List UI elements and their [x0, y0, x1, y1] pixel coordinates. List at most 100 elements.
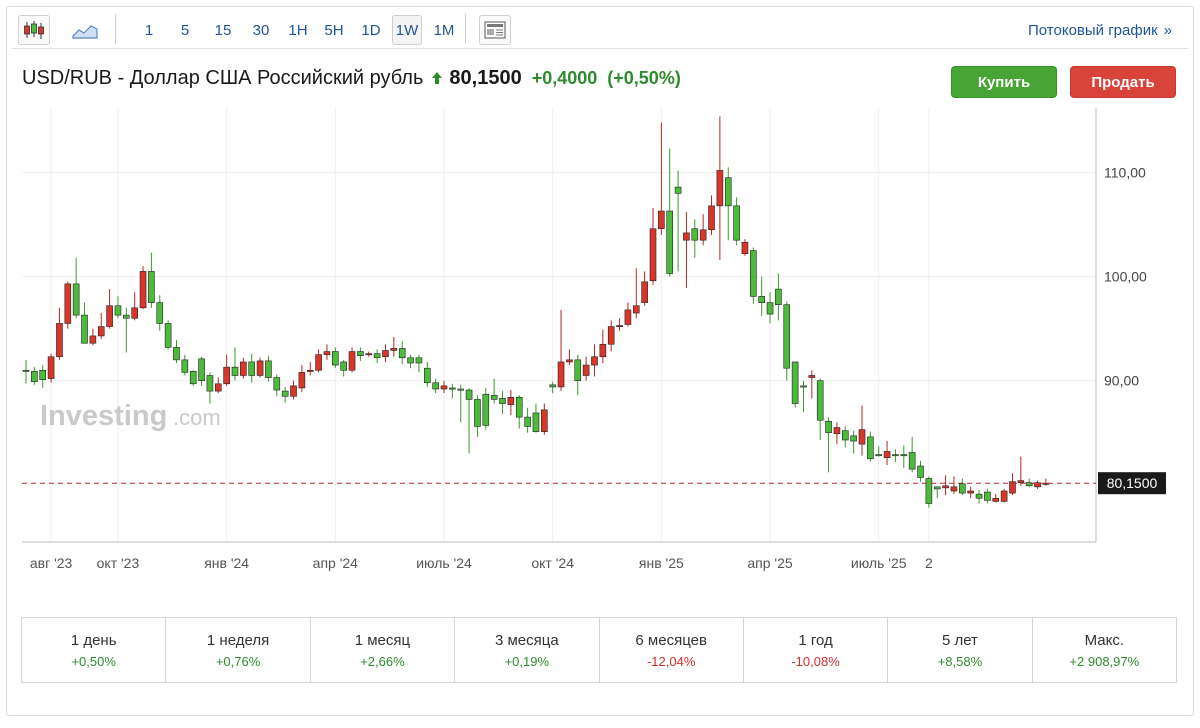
performance-cell: 6 месяцев -12,04%	[600, 618, 744, 682]
candle	[148, 252, 155, 308]
y-tick-label: 90,00	[1104, 373, 1139, 389]
candle-body	[223, 366, 230, 385]
candle	[925, 476, 933, 508]
candle	[557, 309, 565, 392]
candle-body	[532, 412, 540, 432]
candle	[975, 489, 983, 504]
candle	[39, 365, 47, 388]
candle	[691, 219, 699, 258]
candle-body	[22, 369, 30, 372]
candle-body	[649, 228, 657, 282]
candle	[306, 361, 314, 376]
candle-body	[641, 281, 648, 303]
performance-value: -12,04%	[646, 653, 696, 669]
candle	[457, 384, 465, 423]
candle-body	[775, 288, 782, 306]
candle	[683, 212, 690, 289]
interval-15-button[interactable]: 15	[214, 21, 232, 39]
streaming-chart-link[interactable]: Потоковый график »	[1028, 22, 1172, 39]
candle	[373, 349, 381, 363]
candle-body	[64, 283, 72, 324]
candle-body	[699, 229, 707, 241]
candle	[908, 436, 916, 473]
candle	[649, 207, 657, 285]
candle	[440, 380, 448, 394]
candle	[791, 361, 799, 408]
interval-30-button[interactable]: 30	[252, 21, 270, 39]
candle	[883, 441, 891, 465]
candle	[741, 239, 749, 256]
candle-body	[566, 359, 573, 363]
candle	[348, 347, 356, 373]
candle	[56, 307, 63, 360]
candle-body	[624, 309, 632, 325]
chart-toolbar: 1 5 15 30 1H 5H 1D 1W 1M Потоковый график»	[12, 12, 1188, 49]
candle-body	[967, 490, 974, 494]
candle-body	[273, 377, 281, 391]
arrow-up-icon	[432, 72, 443, 84]
candle-body	[474, 399, 481, 427]
candle	[1009, 473, 1016, 496]
sell-button[interactable]: Продать	[1070, 66, 1176, 98]
candle	[875, 446, 883, 457]
candle	[181, 354, 189, 376]
candle-body	[407, 357, 414, 364]
candle	[750, 247, 757, 304]
x-tick-label: янв '24	[204, 555, 249, 571]
x-tick-label: 2	[925, 555, 933, 571]
candle	[942, 475, 949, 496]
candle	[189, 370, 197, 386]
candle	[507, 390, 515, 416]
price-chart[interactable]: авг '23 окт '23 янв '24 апр '24 июль '24 окт …	[0, 108, 1200, 608]
performance-value: +2 908,97%	[1069, 653, 1140, 669]
candle-body	[658, 210, 665, 230]
price-change: +0,4000	[531, 67, 598, 88]
buy-button[interactable]: Купить	[951, 66, 1057, 98]
interval-1-button[interactable]: 1	[144, 21, 154, 39]
interval-1m-button[interactable]: 1M	[433, 21, 455, 39]
candle	[775, 273, 782, 321]
candlestick-chart-button[interactable]	[18, 15, 50, 45]
candle	[423, 361, 431, 387]
double-chevron-right-icon: »	[1163, 22, 1172, 39]
candle	[574, 354, 582, 396]
candle-body	[933, 486, 941, 490]
candle	[616, 318, 623, 331]
interval-5-button[interactable]: 5	[180, 21, 190, 39]
candle	[599, 329, 607, 363]
candle-body	[1017, 480, 1025, 483]
candle-body	[950, 486, 958, 492]
candle-body	[674, 186, 682, 194]
performance-period: 3 месяца	[494, 631, 559, 649]
candle-body	[582, 364, 590, 376]
candle-body	[373, 353, 381, 359]
candle	[582, 356, 590, 381]
interval-1d-button[interactable]: 1D	[361, 21, 381, 39]
candle-body	[47, 356, 55, 379]
candle	[357, 347, 364, 361]
candle-body	[917, 465, 924, 478]
candle	[867, 431, 874, 462]
interval-1h-button[interactable]: 1H	[288, 21, 308, 39]
instrument-title: USD/RUB - Доллар США Российский рубль	[22, 66, 424, 89]
performance-value: +0,76%	[215, 653, 261, 669]
candle-body	[173, 347, 180, 361]
candle-body	[841, 430, 849, 441]
candle	[298, 365, 306, 393]
interval-1w-button[interactable]: 1W	[392, 15, 422, 45]
watermark-brand: Investing	[40, 400, 167, 432]
interval-5h-button[interactable]: 5H	[324, 21, 344, 39]
candle-body	[382, 350, 389, 358]
performance-value: +2,66%	[360, 653, 405, 669]
area-chart-button[interactable]	[68, 15, 102, 45]
candle	[950, 476, 958, 495]
candle	[332, 347, 339, 369]
performance-cell: 5 лет +8,58%	[888, 618, 1033, 682]
candle-body	[524, 416, 531, 427]
news-overlay-button[interactable]	[479, 15, 511, 45]
candle	[833, 422, 841, 445]
x-tick-label: окт '23	[97, 555, 140, 571]
candle-body	[549, 384, 556, 388]
candle-body	[850, 435, 857, 442]
candle-body	[306, 369, 314, 372]
